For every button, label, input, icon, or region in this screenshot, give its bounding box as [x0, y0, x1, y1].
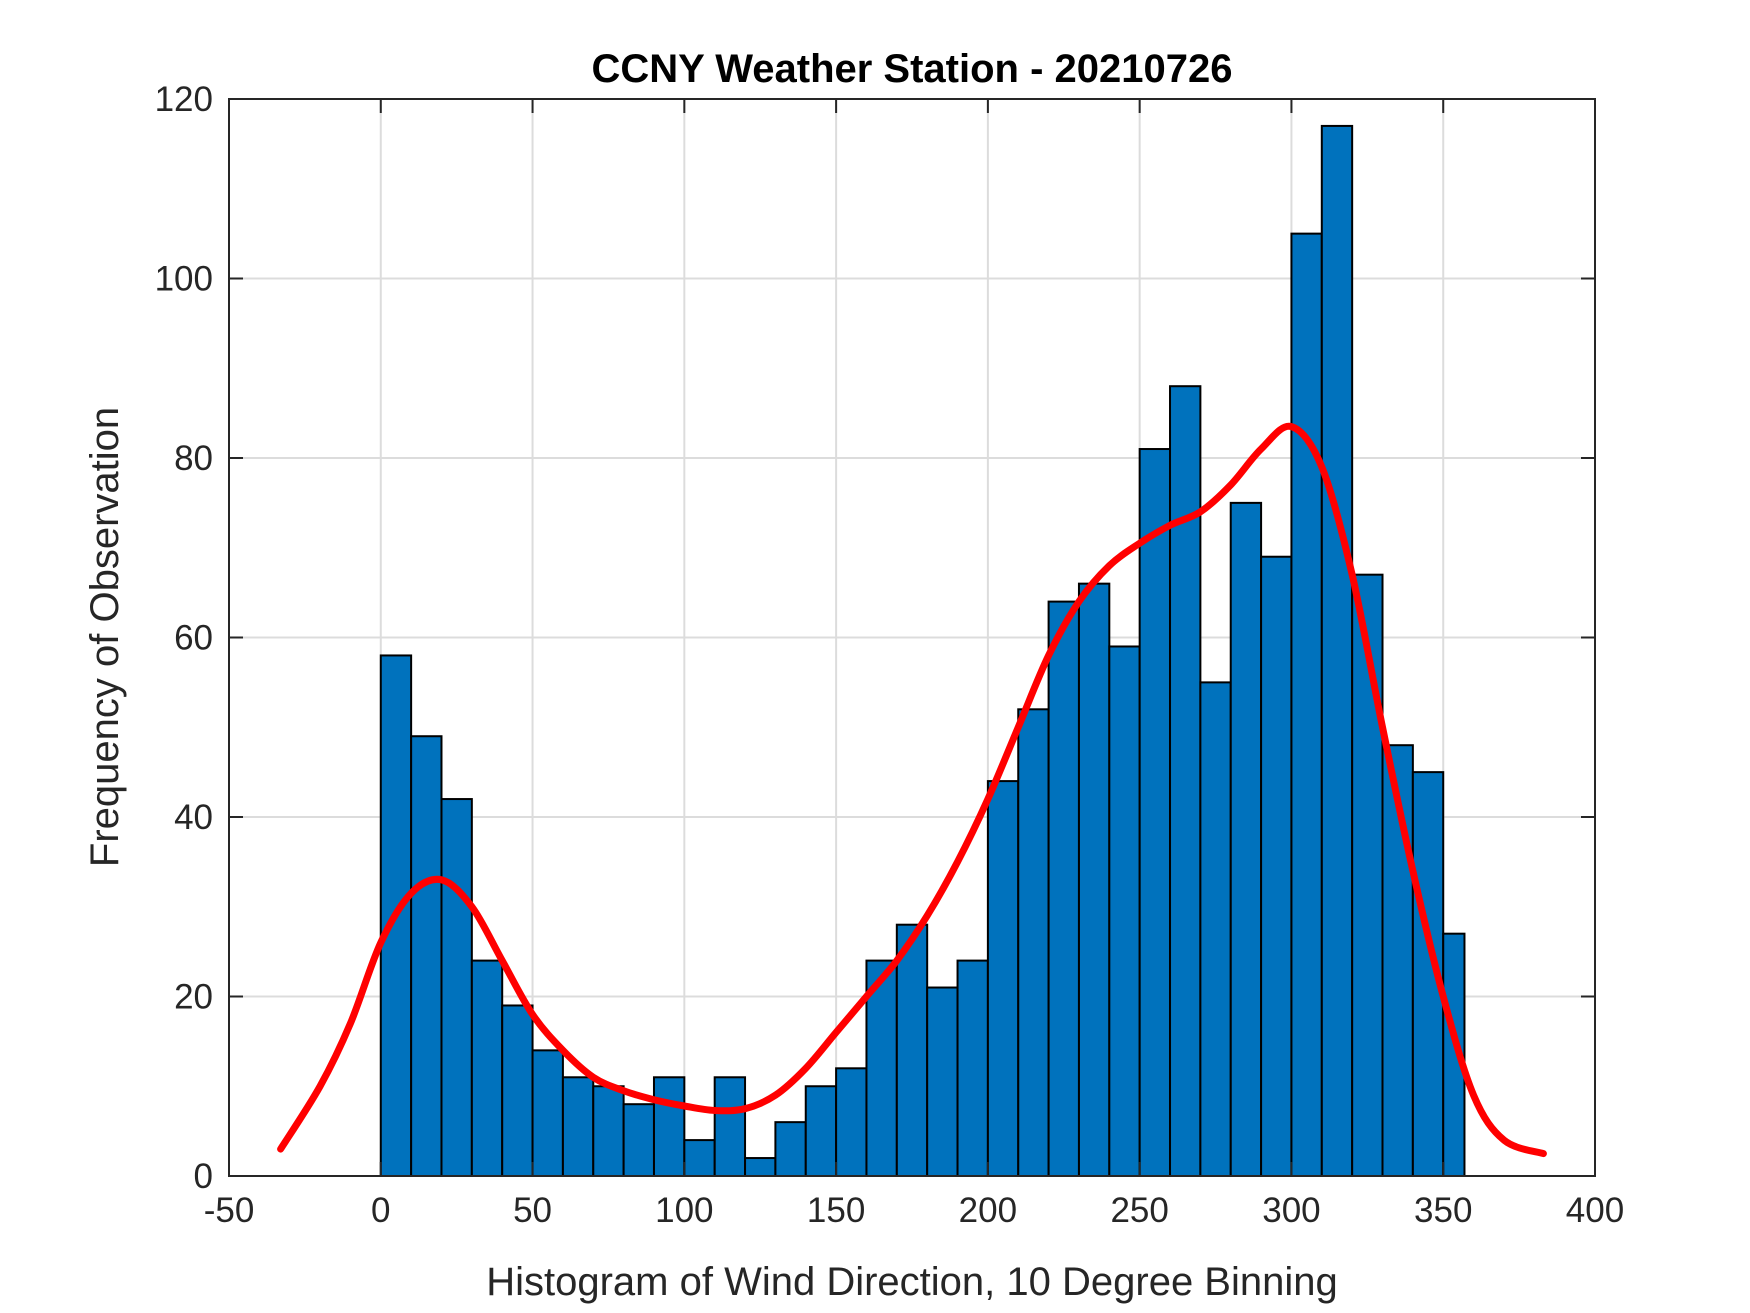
- histogram-bar: [804, 1085, 838, 1177]
- histogram-bar: [622, 1103, 655, 1177]
- y-tick-label: 100: [155, 260, 213, 299]
- x-axis-label: Histogram of Wind Direction, 10 Degree B…: [486, 1260, 1338, 1304]
- x-tick-label: 0: [371, 1191, 390, 1230]
- histogram-bar: [926, 986, 959, 1178]
- x-tick-label: 50: [513, 1191, 552, 1230]
- histogram-bar: [1138, 448, 1172, 1177]
- histogram-bar: [561, 1076, 595, 1178]
- histogram-bar: [986, 780, 1020, 1177]
- x-tick-label: 350: [1414, 1191, 1472, 1230]
- histogram-bar: [956, 959, 989, 1177]
- histogram-bar: [1169, 385, 1202, 1177]
- y-axis-label: Frequency of Observation: [83, 407, 127, 867]
- histogram-bar: [1047, 600, 1080, 1177]
- y-tick-label: 40: [174, 798, 213, 837]
- y-tick-labels: 0 20 40 60 80 100 120: [155, 80, 213, 1196]
- x-tick-label: 300: [1262, 1191, 1320, 1230]
- histogram-bar: [1290, 232, 1323, 1177]
- histogram-bar: [1260, 555, 1293, 1177]
- chart-title: CCNY Weather Station - 20210726: [592, 47, 1233, 91]
- histogram-bar: [713, 1076, 747, 1178]
- density-fit-line: [277, 422, 1547, 1158]
- histogram-bar: [592, 1085, 625, 1177]
- histogram-bar: [1229, 501, 1263, 1177]
- histogram-bar: [440, 798, 473, 1177]
- histogram-bar: [652, 1076, 686, 1178]
- histogram-bar: [1199, 681, 1232, 1177]
- x-tick-label: 250: [1110, 1191, 1168, 1230]
- histogram-bar: [1108, 645, 1141, 1177]
- x-tick-label: 400: [1566, 1191, 1624, 1230]
- histogram-bar: [470, 959, 504, 1177]
- histogram-bar: [1320, 124, 1354, 1177]
- y-tick-label: 20: [174, 978, 213, 1017]
- histogram-bar: [744, 1157, 777, 1178]
- histogram-bar: [774, 1121, 807, 1178]
- histogram-bar: [683, 1139, 716, 1177]
- histogram-bar: [1017, 708, 1050, 1177]
- axis-ticks: [228, 98, 1596, 1177]
- histogram-bar: [501, 1004, 534, 1177]
- x-tick-label: -50: [204, 1191, 255, 1230]
- histogram-bar: [410, 735, 443, 1177]
- x-tick-labels: -50 0 50 100 150 200 250 300 350 400: [204, 1191, 1625, 1230]
- histogram-bar: [835, 1067, 868, 1178]
- y-tick-label: 120: [155, 80, 213, 119]
- histogram-bar: [531, 1049, 564, 1177]
- x-tick-label: 200: [959, 1191, 1017, 1230]
- histogram-bar: [895, 923, 929, 1178]
- x-tick-label: 150: [807, 1191, 865, 1230]
- y-tick-label: 80: [174, 439, 213, 478]
- x-tick-label: 100: [655, 1191, 713, 1230]
- y-tick-label: 0: [194, 1157, 213, 1196]
- histogram-bar: [1077, 582, 1111, 1177]
- y-tick-label: 60: [174, 619, 213, 658]
